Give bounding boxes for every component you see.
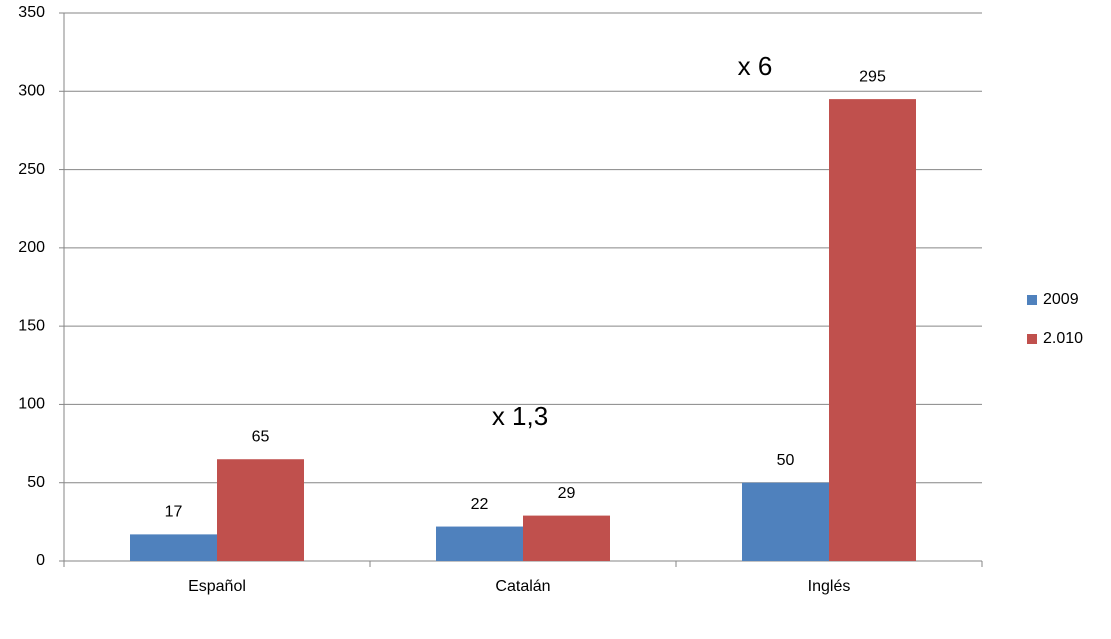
bar (742, 482, 829, 561)
y-tick-label: 0 (36, 552, 45, 569)
data-label: 65 (252, 428, 270, 445)
annotation: x 1,3 (492, 401, 548, 431)
bar (523, 515, 610, 561)
bar (436, 526, 523, 561)
bar (829, 99, 916, 561)
data-label: 17 (165, 504, 183, 521)
x-tick-label: Español (188, 578, 246, 595)
bar (130, 534, 217, 561)
annotation: x 6 (738, 51, 773, 81)
y-tick-label: 250 (18, 161, 45, 178)
data-label: 50 (777, 452, 795, 469)
y-tick-label: 150 (18, 317, 45, 334)
data-label: 29 (558, 485, 576, 502)
x-tick-label: Inglés (808, 578, 851, 595)
y-tick-label: 200 (18, 239, 45, 256)
legend-label: 2.010 (1043, 330, 1083, 347)
legend-label: 2009 (1043, 291, 1079, 308)
data-label: 295 (859, 68, 886, 85)
legend-swatch (1027, 295, 1037, 305)
y-tick-label: 350 (18, 4, 45, 21)
y-tick-label: 50 (27, 474, 45, 491)
y-tick-label: 300 (18, 83, 45, 100)
data-label: 22 (471, 496, 489, 513)
x-tick-label: Catalán (495, 578, 550, 595)
bar (217, 459, 304, 561)
y-tick-label: 100 (18, 396, 45, 413)
legend-swatch (1027, 334, 1037, 344)
